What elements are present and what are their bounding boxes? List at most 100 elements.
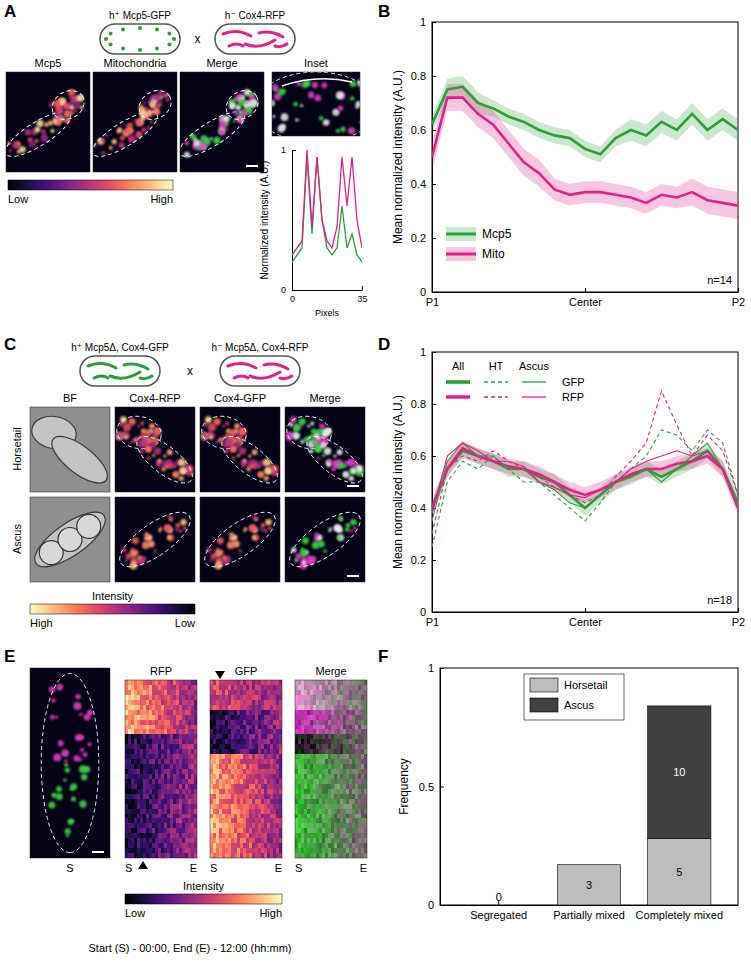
signal — [76, 94, 83, 101]
kymograph-pixel — [167, 764, 171, 769]
kymograph-pixel — [125, 848, 129, 853]
kymograph-pixel — [252, 700, 256, 705]
kymograph-pixel — [143, 715, 147, 720]
kymograph-pixel — [158, 809, 162, 814]
kymograph-pixel — [164, 789, 168, 794]
kymograph-pixel — [188, 799, 192, 804]
error-band — [432, 440, 738, 515]
kymograph-pixel — [161, 823, 165, 828]
kymograph-pixel — [167, 754, 171, 759]
kymograph-pixel — [176, 764, 180, 769]
kymograph-pixel — [164, 725, 168, 730]
kymograph-pixel — [170, 690, 174, 695]
schematic-dot — [155, 47, 159, 51]
kymograph-pixel — [191, 799, 195, 804]
signal — [179, 529, 182, 532]
kymograph-pixel — [161, 744, 165, 749]
kymograph-pixel — [125, 715, 129, 720]
kymograph-pixel — [182, 853, 186, 858]
kymograph-pixel — [261, 725, 265, 730]
kymograph-pixel — [134, 848, 138, 853]
kymograph-pixel — [194, 710, 197, 715]
kymograph-pixel — [222, 690, 226, 695]
kymograph-pixel — [179, 799, 183, 804]
kymograph-pixel — [179, 838, 183, 843]
signal — [343, 471, 350, 478]
kymograph-pixel — [191, 764, 195, 769]
kymograph-pixel — [167, 705, 171, 710]
schematic-strand — [245, 40, 275, 46]
kymograph-pixel — [149, 843, 153, 848]
tick-label: 0 — [281, 285, 286, 295]
kymograph-pixel — [191, 848, 195, 853]
kymograph-pixel — [188, 814, 192, 819]
kymograph-pixel — [188, 848, 192, 853]
kymograph-pixel — [131, 764, 135, 769]
kymograph-pixel — [246, 720, 250, 725]
kymograph-pixel — [125, 739, 129, 744]
kymograph-pixel — [255, 710, 259, 715]
kymograph-pixel — [128, 739, 132, 744]
schematic-dot — [121, 27, 125, 31]
kymograph-pixel — [125, 769, 129, 774]
kymograph-pixel — [179, 774, 183, 779]
kymograph-pixel — [125, 734, 129, 739]
kymograph-pixel — [279, 720, 282, 725]
signal — [128, 418, 135, 425]
signal — [58, 740, 64, 746]
line — [292, 157, 362, 262]
kymograph-pixel — [167, 794, 171, 799]
signal — [109, 146, 113, 150]
signal — [217, 561, 221, 565]
kymograph-pixel — [161, 789, 165, 794]
tick-label: 0.8 — [411, 398, 426, 410]
signal — [140, 421, 144, 425]
kymograph-pixel — [167, 690, 171, 695]
kymograph-pixel — [267, 690, 271, 695]
kymograph-pixel — [188, 823, 192, 828]
kymograph-pixel — [173, 734, 177, 739]
kymograph-pixel — [210, 680, 214, 685]
cell-outline — [115, 503, 195, 577]
kymograph-pixel — [158, 685, 162, 690]
kymograph-pixel — [213, 690, 217, 695]
kymograph-pixel — [243, 685, 247, 690]
signal — [200, 135, 207, 142]
image-border — [125, 680, 197, 858]
kymograph-pixel — [176, 809, 180, 814]
kymograph-pixel — [146, 734, 150, 739]
kymograph-pixel — [188, 769, 192, 774]
kymograph-pixel — [249, 715, 253, 720]
signal — [61, 749, 69, 757]
kymograph-pixel — [173, 680, 177, 685]
signal — [174, 461, 177, 464]
signal — [40, 134, 48, 142]
signal — [158, 529, 161, 532]
kymograph-pixel — [276, 690, 280, 695]
kymograph-pixel — [170, 843, 174, 848]
kymograph-pixel — [140, 710, 144, 715]
kymograph-pixel — [128, 690, 132, 695]
tick-label: 0.8 — [411, 70, 426, 82]
kymograph-pixel — [240, 705, 244, 710]
kymograph-pixel — [164, 715, 168, 720]
kymograph-pixel — [161, 853, 165, 858]
kymograph-pixel — [231, 700, 235, 705]
kymograph-pixel — [146, 814, 150, 819]
kymograph-pixel — [276, 700, 280, 705]
kymograph-pixel — [164, 680, 168, 685]
kymograph-pixel — [170, 799, 174, 804]
kymograph-pixel — [131, 794, 135, 799]
kymograph-pixel — [143, 759, 147, 764]
kymograph-pixel — [173, 838, 177, 843]
kymograph-pixel — [267, 720, 271, 725]
kymograph-pixel — [143, 853, 147, 858]
kymograph-pixel — [155, 764, 159, 769]
kymograph-pixel — [194, 794, 197, 799]
kymograph-pixel — [125, 720, 129, 725]
kymograph-pixel — [279, 695, 282, 700]
kymograph-pixel — [185, 804, 189, 809]
kymograph-pixel — [246, 725, 250, 730]
signal — [48, 801, 55, 808]
cell-schematic — [220, 356, 300, 386]
